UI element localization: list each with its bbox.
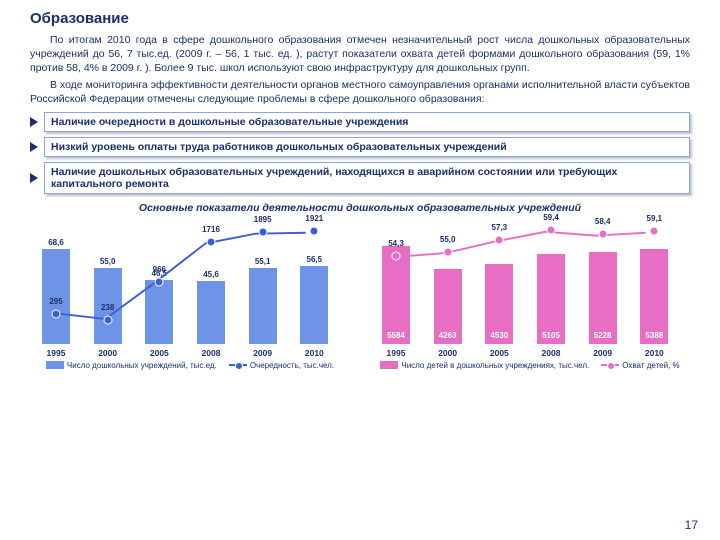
line-point — [443, 247, 452, 256]
chart-bar — [300, 266, 328, 344]
x-axis-label: 1995 — [39, 348, 73, 358]
x-axis-label: 2005 — [142, 348, 176, 358]
legend-left-bar: Число дошкольных учреждений, тыс.ед. — [46, 361, 217, 370]
line-point — [598, 229, 607, 238]
line-value-label: 295 — [49, 297, 62, 306]
bar-value-label: 68,6 — [39, 238, 73, 247]
bullet-item: Низкий уровень оплаты труда работников д… — [30, 137, 690, 157]
line-value-label: 54,3 — [388, 239, 404, 248]
bar-value-label: 55,1 — [246, 257, 280, 266]
bar-value-label: 5388 — [637, 331, 671, 340]
page-title: Образование — [30, 10, 690, 27]
line-point — [310, 226, 319, 235]
x-axis-label: 2005 — [482, 348, 516, 358]
chart-subheading: Основные показатели деятельности дошколь… — [30, 202, 690, 214]
bullet-text: Наличие дошкольных образовательных учреж… — [44, 162, 690, 194]
bar-value-label: 5228 — [586, 331, 620, 340]
x-axis-label: 2010 — [637, 348, 671, 358]
line-point — [207, 237, 216, 246]
bar-value-label: 4263 — [431, 331, 465, 340]
line-value-label: 58,4 — [595, 217, 611, 226]
chart-bar — [382, 246, 410, 344]
x-axis-label: 2008 — [534, 348, 568, 358]
legend-left-line: Очередность, тыс.чел. — [229, 361, 334, 370]
bar-value-label: 5105 — [534, 331, 568, 340]
line-value-label: 59,4 — [543, 213, 559, 222]
left-chart: 68,6199555,0200046,5200545,6200855,12009… — [30, 218, 350, 370]
bullet-item: Наличие очередности в дошкольные образов… — [30, 112, 690, 132]
bullet-list: Наличие очередности в дошкольные образов… — [30, 112, 690, 194]
x-axis-label: 1995 — [379, 348, 413, 358]
line-value-label: 966 — [153, 265, 166, 274]
line-point — [650, 226, 659, 235]
bar-value-label: 55,0 — [91, 257, 125, 266]
line-point — [103, 315, 112, 324]
line-point — [258, 227, 267, 236]
bullet-text: Наличие очередности в дошкольные образов… — [44, 112, 690, 132]
x-axis-label: 2009 — [246, 348, 280, 358]
chevron-right-icon — [30, 117, 38, 127]
chart-bar — [640, 249, 668, 344]
legend-right-bar: Число детей в дошкольных учреждениях, ты… — [380, 361, 589, 370]
line-value-label: 59,1 — [647, 214, 663, 223]
line-value-label: 57,3 — [492, 223, 508, 232]
bar-value-label: 45,6 — [194, 270, 228, 279]
line-value-label: 238 — [101, 303, 114, 312]
bullet-item: Наличие дошкольных образовательных учреж… — [30, 162, 690, 194]
paragraph-1: По итогам 2010 года в сфере дошкольного … — [30, 33, 690, 76]
x-axis-label: 2000 — [431, 348, 465, 358]
line-value-label: 55,0 — [440, 235, 456, 244]
x-axis-label: 2010 — [297, 348, 331, 358]
bullet-text: Низкий уровень оплаты труда работников д… — [44, 137, 690, 157]
line-point — [495, 235, 504, 244]
chevron-right-icon — [30, 173, 38, 183]
chart-bar — [145, 280, 173, 344]
x-axis-label: 2008 — [194, 348, 228, 358]
legend-right-line: Охват детей, % — [601, 361, 679, 370]
line-value-label: 1716 — [202, 225, 220, 234]
bar-value-label: 56,5 — [297, 255, 331, 264]
x-axis-label: 2000 — [91, 348, 125, 358]
paragraph-2: В ходе мониторинга эффективности деятель… — [30, 78, 690, 106]
x-axis-label: 2009 — [586, 348, 620, 358]
line-value-label: 1895 — [254, 215, 272, 224]
line-point — [52, 309, 61, 318]
chart-bar — [249, 268, 277, 344]
line-point — [547, 225, 556, 234]
chevron-right-icon — [30, 142, 38, 152]
chart-bar — [197, 281, 225, 344]
bar-value-label: 5584 — [379, 331, 413, 340]
page-number: 17 — [685, 518, 698, 532]
bar-value-label: 4530 — [482, 331, 516, 340]
line-point — [155, 277, 164, 286]
right-chart: 5584 1995 4263 2000 4530 2005 5105 2008 5228 2009… — [370, 218, 690, 370]
line-point — [392, 251, 401, 260]
line-value-label: 1921 — [305, 214, 323, 223]
